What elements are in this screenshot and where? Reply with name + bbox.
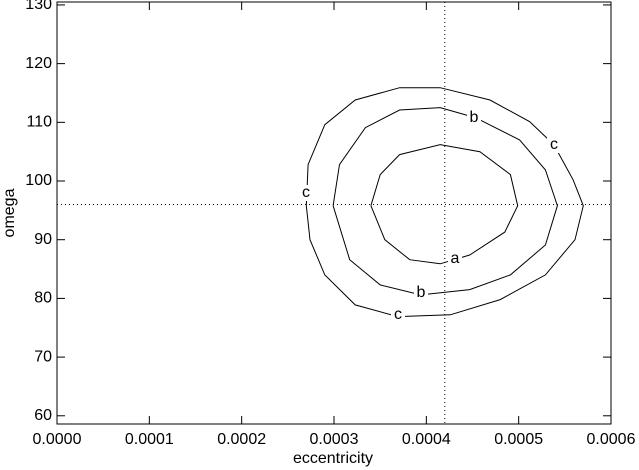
- contour-line: [332, 107, 558, 296]
- y-tick-label: 130: [25, 0, 52, 13]
- y-tick-label: 60: [34, 407, 52, 424]
- contour-label: b: [470, 109, 479, 126]
- x-tick-label: 0.0004: [402, 431, 451, 448]
- x-tick-label: 0.0003: [310, 431, 359, 448]
- contour-line: [305, 87, 584, 318]
- y-axis-label: omega: [1, 188, 18, 237]
- contour-label-bg: [414, 285, 428, 301]
- x-tick-label: 0.0002: [217, 431, 266, 448]
- x-axis-label: eccentricity: [293, 450, 373, 467]
- contour-line: [370, 144, 519, 265]
- contour-label: b: [417, 284, 426, 301]
- x-tick-label: 0.0006: [587, 431, 636, 448]
- y-tick-label: 120: [25, 55, 52, 72]
- y-tick-label: 80: [34, 290, 52, 307]
- x-tick-label: 0.0005: [494, 431, 543, 448]
- contour-label: c: [302, 184, 310, 201]
- contour-label-bg: [448, 251, 462, 267]
- x-tick-label: 0.0000: [33, 431, 82, 448]
- y-tick-label: 70: [34, 348, 52, 365]
- contour-label-bg: [391, 307, 405, 323]
- y-tick-label: 90: [34, 231, 52, 248]
- contour-label: a: [451, 250, 460, 267]
- contour-label: c: [394, 306, 402, 323]
- x-tick-label: 0.0001: [125, 431, 174, 448]
- contour-label-bg: [467, 110, 481, 126]
- contour-label-bg: [547, 137, 561, 153]
- contour-label-bg: [299, 185, 313, 201]
- y-tick-label: 100: [25, 172, 52, 189]
- contour-label: c: [550, 136, 558, 153]
- y-tick-label: 110: [26, 114, 52, 131]
